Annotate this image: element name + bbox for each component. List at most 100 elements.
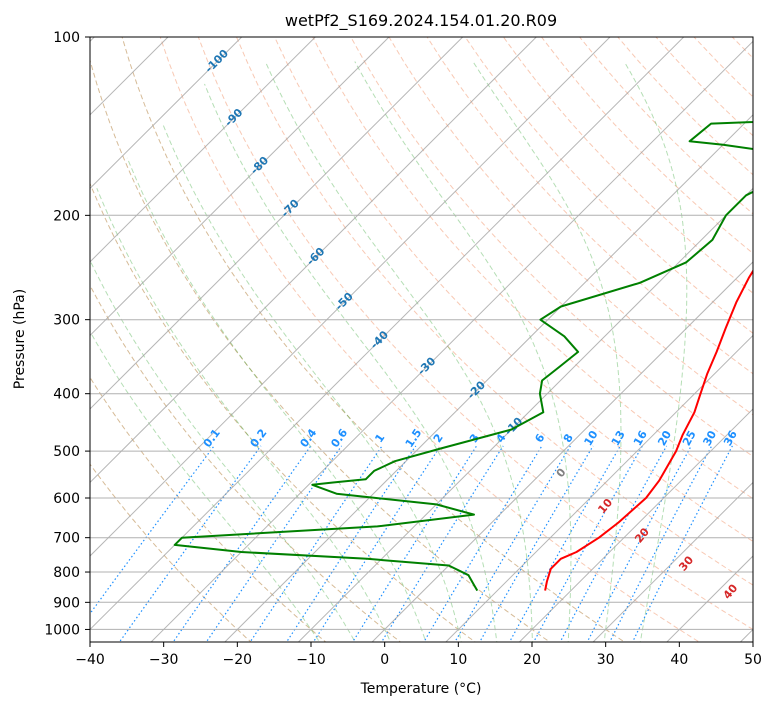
x-tick-label: −20: [223, 652, 253, 668]
mixing-ratio-line: [312, 445, 442, 642]
moist-adiabat-line: [354, 61, 572, 642]
dewpoint-profile-line: [173, 120, 753, 592]
moist-adiabat-line: [623, 61, 688, 642]
dry-adiabat-line: [312, 37, 753, 500]
x-tick-label: 10: [449, 652, 467, 668]
y-tick-label: 200: [53, 208, 80, 224]
x-tick-label: 40: [670, 652, 688, 668]
dry-adiabat-line: [197, 37, 753, 630]
dry-adiabat-line: [90, 182, 476, 642]
isotherm-line: [371, 261, 753, 642]
isotherm-line: [90, 37, 316, 263]
mixing-ratio-label: 25: [680, 428, 699, 448]
chart-title: wetPf2_S169.2024.154.01.20.R09: [285, 11, 557, 31]
dry-adiabat-line: [235, 37, 753, 586]
y-tick-label: 700: [53, 531, 80, 547]
mixing-ratio-line: [479, 445, 594, 642]
dry-adiabat-line: [731, 37, 753, 59]
moist-adiabat-line: [162, 123, 462, 642]
dry-adiabat-line: [121, 37, 626, 642]
y-tick-label: 800: [53, 565, 80, 581]
temperature-profile-line: [544, 269, 753, 591]
mixing-ratio-line: [285, 445, 417, 642]
mixing-ratio-label: 2: [431, 431, 446, 445]
moist-adiabat-line: [96, 188, 392, 642]
dry-adiabat-line: [578, 37, 753, 215]
x-tick-label: −10: [296, 652, 326, 668]
x-tick-label: 50: [744, 652, 762, 668]
isotherm-line: [90, 37, 611, 557]
y-tick-label: 500: [53, 444, 80, 460]
x-tick-label: 20: [523, 652, 541, 668]
moist-adiabat-line: [126, 157, 427, 642]
dry-adiabat-line: [90, 376, 327, 642]
x-tick-label: −30: [149, 652, 179, 668]
mixing-ratio-label: 6: [532, 431, 547, 445]
dry-adiabat-line: [502, 37, 753, 294]
isotherm-line: [224, 114, 753, 642]
mixing-ratio-line: [118, 445, 262, 642]
mixing-ratio-line: [631, 445, 733, 642]
mixing-ratio-label: 13: [609, 428, 628, 448]
mixing-ratio-line: [172, 445, 312, 642]
mixing-ratio-label: 10: [582, 428, 601, 448]
x-tick-label: −40: [75, 652, 105, 668]
moist-adiabat-line: [90, 259, 356, 642]
x-axis-label: Temperature (°C): [360, 681, 482, 697]
mixing-ratio-label: 0.1: [201, 426, 223, 449]
moist-adiabat-line: [472, 61, 622, 642]
x-tick-label: 0: [380, 652, 389, 668]
isotherm-line: [445, 334, 753, 642]
isotherm-label: -80: [248, 154, 271, 177]
isotherm-label: -70: [279, 197, 302, 220]
dry-adiabat-line: [159, 37, 701, 642]
y-tick-label: 100: [53, 30, 80, 46]
isotherm-line: [297, 187, 753, 642]
moist-adiabat-line: [204, 83, 498, 642]
mixing-ratio-label: 0.2: [248, 426, 270, 449]
mixing-ratio-line: [90, 445, 215, 615]
mixing-ratio-label: 16: [631, 428, 650, 448]
isotherm-line: [90, 37, 390, 337]
moist-adiabat-line: [90, 330, 321, 642]
isotherm-line: [518, 408, 753, 642]
mixing-ratio-line: [249, 445, 383, 642]
isotherm-line: [739, 628, 753, 642]
isotherm-line: [592, 481, 753, 642]
y-tick-label: 900: [53, 595, 80, 611]
mixing-ratio-label: 0.4: [298, 426, 320, 450]
mixing-ratio-line: [205, 445, 343, 642]
mixing-ratio-line: [380, 445, 504, 642]
moist-adiabat-line: [264, 61, 533, 642]
isotherm-label: -100: [202, 47, 231, 76]
dry-adiabat-line: [388, 37, 753, 416]
mixing-ratio-line: [454, 445, 571, 642]
dry-adiabat-line: [90, 463, 252, 642]
isotherm-label: -10: [502, 415, 525, 438]
dry-adiabat-line: [274, 37, 753, 543]
dry-adiabat-line: [90, 284, 402, 642]
dry-adiabat-line: [744, 10, 775, 654]
y-axis-label: Pressure (hPa): [12, 289, 28, 389]
isotherm-line: [90, 37, 243, 190]
plot-frame: [89, 36, 754, 643]
dry-adiabat-line: [350, 37, 753, 458]
x-tick-label: 30: [597, 652, 615, 668]
moist-adiabat-label: 40: [721, 581, 741, 601]
isotherm-line: [90, 37, 537, 484]
dry-adiabat-line: [426, 37, 753, 375]
dry-adiabat-line: [655, 37, 753, 137]
y-tick-label: 400: [53, 387, 80, 403]
mixing-ratio-label: 1: [372, 431, 387, 445]
dry-adiabat-line: [90, 58, 551, 642]
y-tick-label: 600: [53, 491, 80, 507]
isotherm-line: [90, 37, 464, 410]
y-tick-label: 1000: [44, 622, 80, 638]
mixing-ratio-line: [533, 445, 643, 642]
isotherm-line: [90, 37, 685, 631]
moist-adiabat-label: 20: [632, 525, 652, 545]
isotherm-label: -50: [333, 290, 356, 313]
dry-adiabat-line: [464, 37, 753, 334]
y-tick-label: 300: [53, 313, 80, 329]
